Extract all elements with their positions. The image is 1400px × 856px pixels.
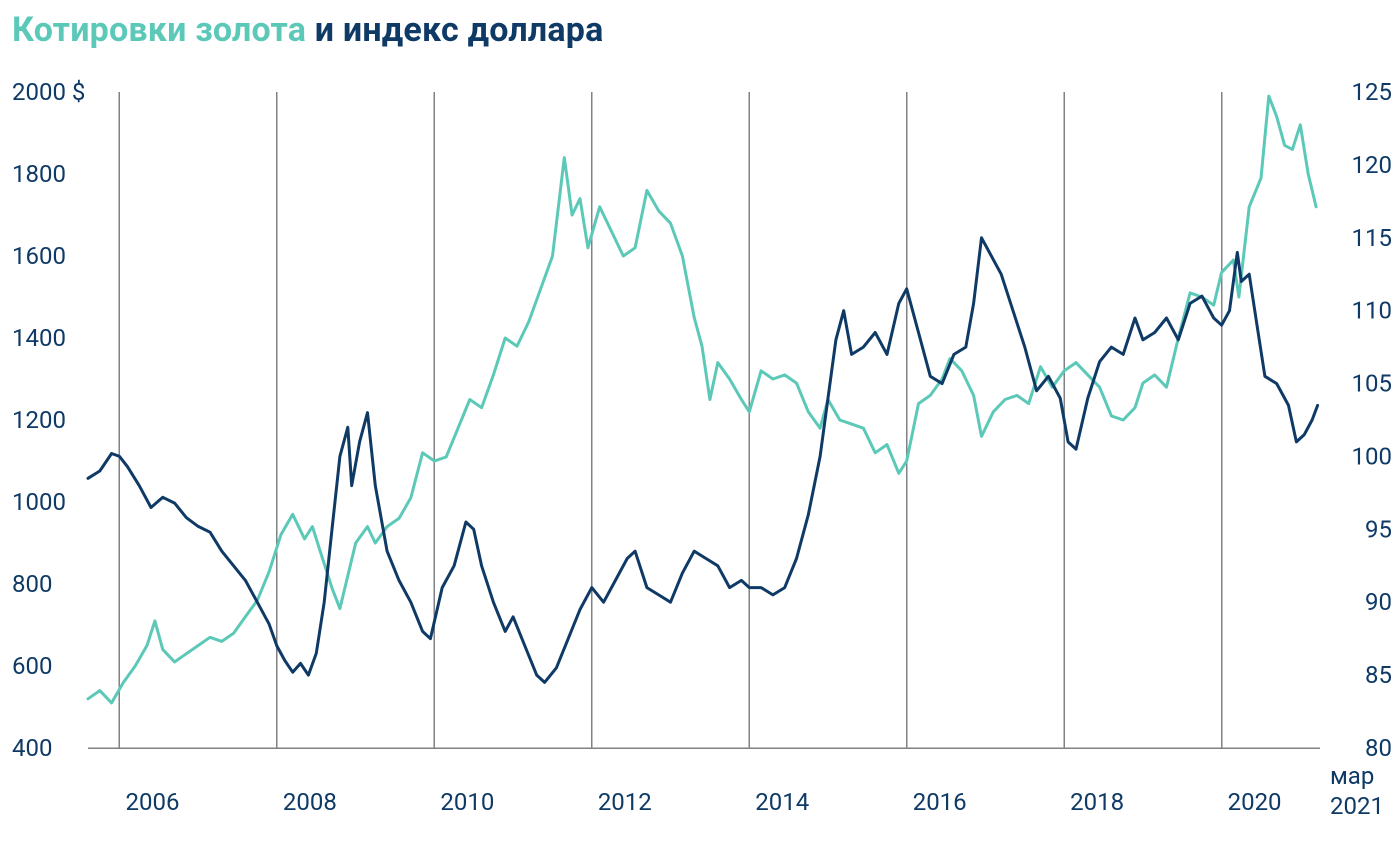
y-right-tick-label: 85 [1365,661,1392,689]
y-right-tick-label: 125 [1352,78,1392,106]
x-tick-label: 2008 [283,788,337,816]
y-left-tick-label: 1000 [12,488,66,516]
series-dollar_index [88,238,1318,683]
x-tick-label: 2012 [598,788,652,816]
x-tick-label: 2016 [913,788,967,816]
chart-container: Котировки золота и индекс доллара 200620… [0,0,1400,856]
x-end-label-top: мар [1330,762,1374,790]
y-left-tick-label: 1600 [12,242,66,270]
y-right-tick-label: 90 [1365,588,1392,616]
y-right-tick-label: 100 [1352,442,1392,470]
y-left-tick-label: 1200 [12,406,66,434]
y-right-tick-label: 110 [1352,297,1392,325]
y-right-tick-label: 120 [1352,151,1392,179]
y-right-tick-label: 115 [1352,224,1392,252]
x-tick-label: 2020 [1228,788,1282,816]
y-left-tick-label: 800 [12,570,52,598]
x-tick-label: 2014 [755,788,809,816]
x-end-label-bottom: 2021 [1330,792,1384,820]
x-tick-label: 2010 [440,788,494,816]
x-tick-label: 2006 [125,788,179,816]
y-left-tick-label: 1400 [12,324,66,352]
series-gold [88,96,1316,703]
y-left-tick-label: 400 [12,734,52,762]
x-tick-label: 2018 [1070,788,1124,816]
chart-svg: 2006 2008 2010 2012 2014 2016 2018 2020 мар2021 4… [0,0,1400,856]
y-left-tick-label: 1800 [12,160,66,188]
y-left-tick-label: 600 [12,652,52,680]
y-right-tick-label: 80 [1365,734,1392,762]
y-right-tick-label: 95 [1365,515,1392,543]
y-right-tick-label: 105 [1352,370,1392,398]
y-left-tick-label: 2000 $ [12,78,85,106]
